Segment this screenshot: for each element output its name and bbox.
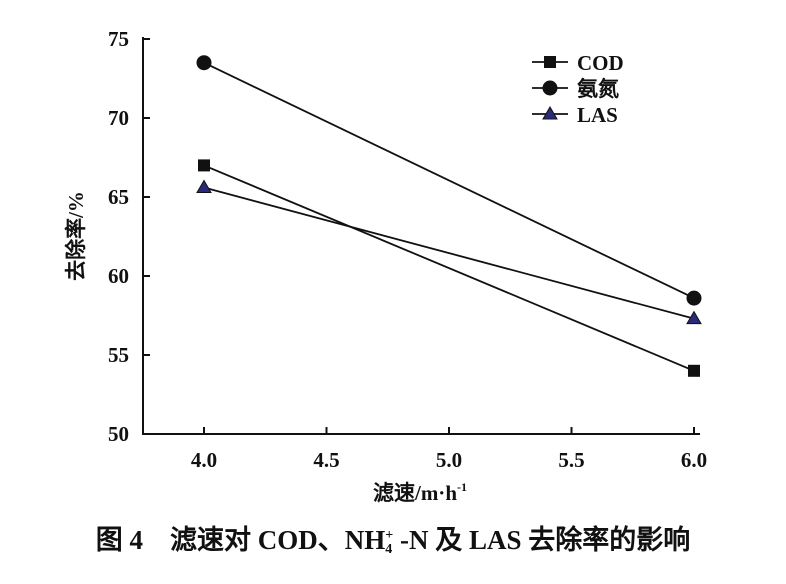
series-marks (196, 55, 702, 377)
legend-label: COD (577, 51, 624, 75)
x-tick-label: 4.5 (313, 448, 339, 472)
y-tick-label: 60 (108, 264, 129, 288)
caption-sub: 4 (385, 541, 393, 557)
x-tick-label: 6.0 (681, 448, 707, 472)
y-tick-label: 55 (108, 343, 129, 367)
data-point-COD (198, 159, 210, 172)
data-point-LAS (196, 179, 212, 194)
legend-marker (544, 56, 556, 68)
figure-caption: 图 4 滤速对 COD、NH +4 -N 及 LAS 去除率的影响 (0, 518, 786, 557)
axes: 50 55 60 65 70 75 4.0 4.5 5.0 5.5 6.0 (108, 27, 707, 472)
caption-text: 滤速对 COD、NH (170, 525, 386, 555)
caption-figure-number: 图 4 (95, 525, 143, 555)
y-axis-title: 去除率/% (64, 191, 88, 281)
data-point-LAS (686, 310, 702, 325)
y-tick-label: 70 (108, 106, 129, 130)
legend-marker (542, 106, 558, 120)
caption-text-2: -N 及 LAS 去除率的影响 (393, 525, 691, 555)
legend-marker (542, 80, 558, 96)
data-point-COD (688, 364, 700, 377)
caption-sup: + (385, 527, 394, 543)
x-tick-label: 5.5 (558, 448, 584, 472)
y-tick-label: 75 (108, 27, 129, 51)
x-tick-label: 4.0 (191, 448, 217, 472)
x-tick-label: 5.0 (436, 448, 462, 472)
legend-label: LAS (577, 103, 618, 127)
y-tick-label: 65 (108, 185, 129, 209)
series-line-氨氮 (203, 61, 695, 299)
data-point-氨氮 (686, 290, 702, 306)
x-axis-title: 滤速/m·h-1 (373, 480, 467, 505)
legend-label: 氨氮 (577, 77, 619, 101)
series-line-COD (203, 164, 695, 372)
series-line-LAS (203, 186, 695, 320)
y-tick-label: 50 (108, 422, 129, 446)
data-point-氨氮 (196, 55, 212, 71)
